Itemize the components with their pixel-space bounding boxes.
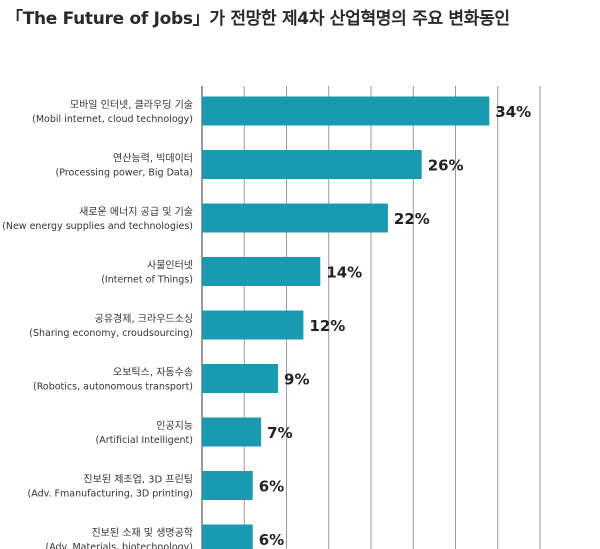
bar [202,257,321,286]
category-label-en: (Robotics, autonomous transport) [33,382,193,393]
bar [202,150,422,179]
bar [202,203,388,233]
category-label-en: (Mobil internet, cloud technology) [32,114,193,125]
category-label-en: (New energy supplies and technologies) [2,221,193,232]
chart-title: 「The Future of Jobs」가 전망한 제4차 산업혁명의 주요 변… [6,9,510,29]
category-label-ko: 오보틱스, 자동수송 [113,367,193,379]
data-label: 14% [326,264,362,282]
category-label-ko: 연산능력, 빅데이터 [113,153,193,165]
category-label-en: (Internet of Things) [101,275,193,286]
data-label: 9% [284,371,309,389]
data-label: 6% [259,531,284,549]
category-label-en: (Adv. Materials, biotechnology) [45,542,193,549]
bar [202,364,279,393]
category-label-en: (Artificial Intelligent) [96,435,193,446]
bar [202,471,253,500]
data-label: 6% [259,478,284,496]
data-label: 22% [394,210,430,228]
category-label-ko: 인공지능 [156,420,193,432]
category-label-ko: 진보된 제조업, 3D 프린팅 [83,473,193,486]
category-label-ko: 공유경제, 크라우드소싱 [95,312,193,325]
category-label-ko: 모바일 인터넷, 클라우딩 기술 [70,99,193,111]
category-label-en: (Processing power, Big Data) [56,168,193,179]
category-label-ko: 사물인터넷 [147,260,193,272]
category-label-en: (Sharing economy, croudsourcing) [29,328,193,339]
category-label-ko: 새로운 에너지 공급 및 기술 [79,206,193,218]
data-label: 34% [495,103,531,121]
bar [202,310,304,340]
category-label-en: (Adv. Fmanufacturing, 3D printing) [28,489,193,500]
data-label: 7% [267,424,292,442]
bar [202,417,262,447]
bar [202,524,253,549]
data-label: 26% [428,157,464,175]
category-label-ko: 진보된 소재 및 생명공학 [91,527,193,539]
data-label: 12% [309,317,345,335]
bar [202,96,490,126]
